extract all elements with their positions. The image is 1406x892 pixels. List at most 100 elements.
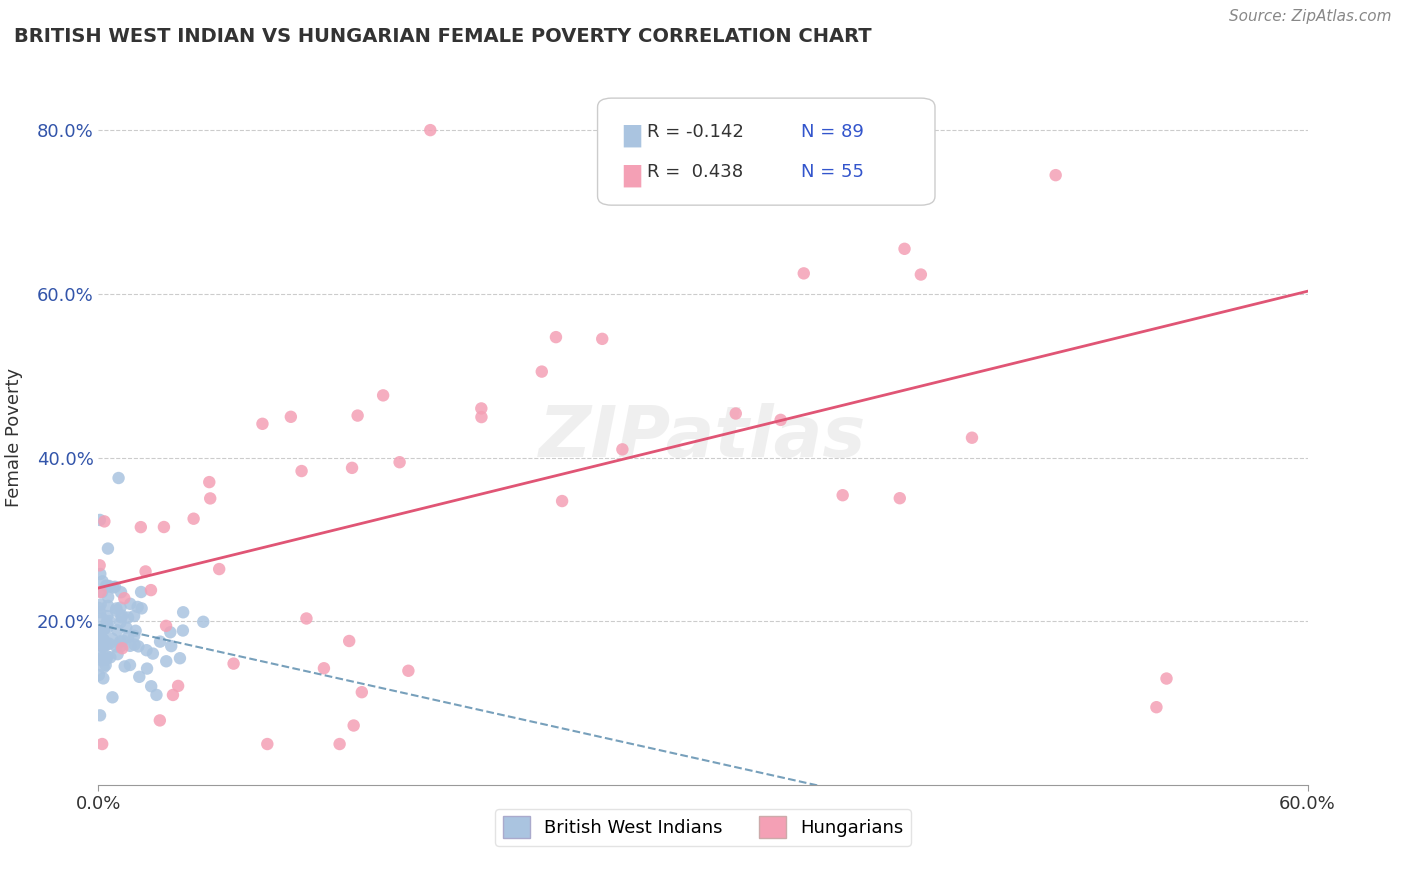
Text: █: █ <box>623 125 640 147</box>
Point <box>329 737 352 751</box>
Point <box>89 513 111 527</box>
Point <box>198 475 221 489</box>
Point <box>149 714 172 728</box>
Point <box>91 612 114 626</box>
Point <box>129 520 152 534</box>
Point <box>340 461 363 475</box>
Point <box>89 627 111 641</box>
Point <box>129 585 152 599</box>
Point <box>89 623 111 637</box>
Point <box>110 600 132 615</box>
Point <box>124 624 146 638</box>
Point <box>87 601 110 615</box>
Point <box>530 365 553 379</box>
Text: R = -0.142: R = -0.142 <box>647 123 744 141</box>
Point <box>101 690 124 705</box>
Point <box>89 605 111 619</box>
Point <box>110 615 132 630</box>
Point <box>104 604 127 618</box>
Point <box>312 661 335 675</box>
Point <box>343 718 366 732</box>
Point <box>87 668 110 682</box>
Point <box>136 662 159 676</box>
Text: ZIPatlas: ZIPatlas <box>540 402 866 472</box>
Point <box>94 658 117 673</box>
Point <box>1045 168 1067 182</box>
Point <box>346 409 368 423</box>
Point <box>155 619 177 633</box>
Point <box>107 471 129 485</box>
Point <box>159 625 181 640</box>
Point <box>193 615 215 629</box>
Point <box>98 579 121 593</box>
Point <box>108 634 131 648</box>
Point <box>155 654 177 668</box>
Point <box>626 152 648 166</box>
Point <box>93 623 115 637</box>
Point <box>280 409 302 424</box>
Point <box>172 624 194 638</box>
Point <box>544 330 567 344</box>
Point <box>110 585 132 599</box>
Point <box>470 410 492 425</box>
Point <box>96 609 118 624</box>
Point <box>93 623 115 637</box>
Y-axis label: Female Poverty: Female Poverty <box>4 368 22 507</box>
Point <box>172 605 194 619</box>
Point <box>96 580 118 594</box>
Point <box>107 647 129 661</box>
Text: BRITISH WEST INDIAN VS HUNGARIAN FEMALE POVERTY CORRELATION CHART: BRITISH WEST INDIAN VS HUNGARIAN FEMALE … <box>14 27 872 45</box>
Point <box>208 562 231 576</box>
Point <box>256 737 278 751</box>
Point <box>90 598 112 612</box>
Legend: British West Indians, Hungarians: British West Indians, Hungarians <box>495 809 911 846</box>
Point <box>118 657 141 672</box>
Point <box>112 591 135 606</box>
Point <box>960 431 983 445</box>
Point <box>111 633 134 648</box>
Point <box>724 407 747 421</box>
Point <box>90 628 112 642</box>
Point <box>91 640 114 655</box>
Text: N = 55: N = 55 <box>801 163 865 181</box>
Point <box>89 634 111 648</box>
Point <box>111 608 134 623</box>
Point <box>91 632 114 647</box>
Point <box>160 639 183 653</box>
Point <box>131 601 153 615</box>
Point <box>1146 700 1168 714</box>
Point <box>91 639 114 653</box>
Point <box>252 417 274 431</box>
Point <box>350 685 373 699</box>
Point <box>101 581 124 595</box>
Point <box>96 615 118 630</box>
Point <box>117 610 139 624</box>
Point <box>127 599 149 614</box>
Point <box>141 679 163 693</box>
Point <box>96 620 118 634</box>
Point <box>470 401 492 416</box>
Point <box>105 624 128 638</box>
Point <box>94 579 117 593</box>
Point <box>889 491 911 506</box>
Point <box>612 442 634 457</box>
Point <box>145 688 167 702</box>
Point <box>200 491 222 506</box>
Point <box>93 635 115 649</box>
Point <box>89 648 111 662</box>
Text: R =  0.438: R = 0.438 <box>647 163 742 181</box>
Point <box>96 652 118 666</box>
Point <box>153 520 176 534</box>
Point <box>139 583 162 598</box>
Point <box>90 651 112 665</box>
Text: Source: ZipAtlas.com: Source: ZipAtlas.com <box>1229 9 1392 24</box>
Point <box>124 638 146 652</box>
Point <box>591 332 613 346</box>
Point <box>110 610 132 624</box>
Point <box>551 494 574 508</box>
Point <box>90 653 112 667</box>
Point <box>93 633 115 648</box>
Point <box>98 614 121 628</box>
Point <box>396 664 419 678</box>
Point <box>831 488 853 502</box>
